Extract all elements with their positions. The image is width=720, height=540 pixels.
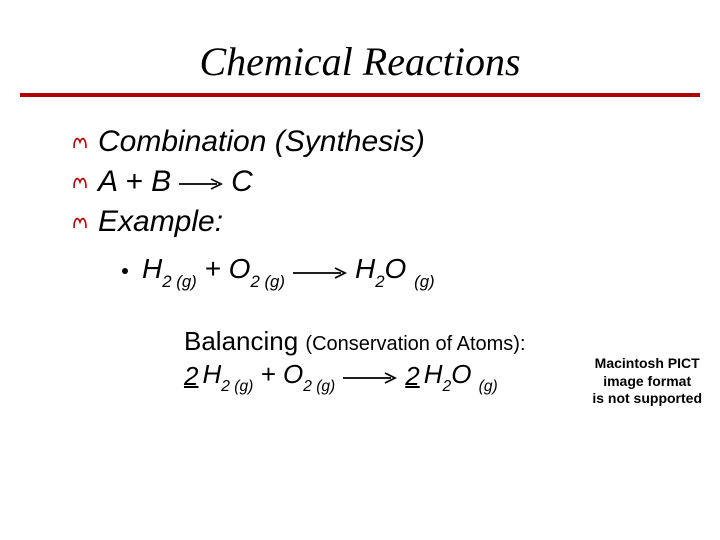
pict-placeholder: Macintosh PICT image format is not suppo… [592, 355, 702, 408]
placeholder-line-1: Macintosh PICT [592, 355, 702, 373]
aries-bullet-icon [72, 214, 88, 230]
slide: Chemical Reactions Combination (Synthesi… [0, 0, 720, 540]
balanced-rhs: H2O (g) [424, 359, 498, 394]
example-line: H2 (g) + O2 (g) H2O (g) [122, 253, 720, 290]
slide-title: Chemical Reactions [0, 0, 720, 93]
balanced-lhs: H2 (g) + O2 (g) [202, 359, 335, 394]
aries-bullet-icon [72, 134, 88, 150]
placeholder-line-2: image format [592, 373, 702, 391]
coeff-right: 2 [405, 361, 419, 392]
bullet-line-2: A + B C [72, 165, 720, 199]
placeholder-line-3: is not supported [592, 390, 702, 408]
title-underline [20, 93, 700, 97]
bullet-line-3: Example: [72, 205, 720, 239]
arrow-icon [291, 266, 349, 280]
bullet-text-3: Example: [98, 205, 223, 239]
balancing-label: Balancing (Conservation of Atoms): [184, 326, 720, 357]
dot-bullet-icon [122, 268, 128, 274]
equation-lhs: A + B [98, 165, 171, 199]
arrow-icon [341, 371, 399, 385]
content-area: Combination (Synthesis) A + B C Example:… [0, 125, 720, 394]
aries-bullet-icon [72, 174, 88, 190]
coeff-left: 2 [184, 361, 198, 392]
bullet-line-1: Combination (Synthesis) [72, 125, 720, 159]
example-lhs: H2 (g) + O2 (g) [142, 253, 285, 290]
example-rhs: H2O (g) [355, 253, 435, 290]
bullet-text-1: Combination (Synthesis) [98, 125, 425, 159]
arrow-icon [177, 177, 225, 191]
equation-rhs: C [231, 165, 253, 199]
